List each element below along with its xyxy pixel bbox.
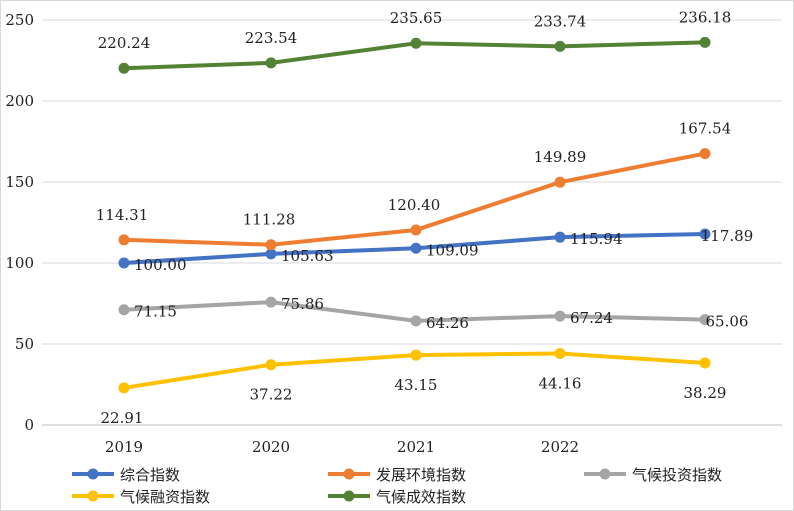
legend-item: 气候成效指数 xyxy=(328,488,466,506)
legend-swatch-marker xyxy=(343,468,355,480)
data-point xyxy=(118,304,130,316)
series-group xyxy=(118,36,711,394)
data-label: 109.09 xyxy=(426,241,479,259)
data-label: 100.00 xyxy=(134,256,187,274)
y-tick-label: 0 xyxy=(24,416,34,434)
data-point xyxy=(699,357,711,369)
data-point xyxy=(265,239,277,251)
data-point xyxy=(554,231,566,243)
legend-label: 气候融资指数 xyxy=(120,488,210,506)
legend-item: 综合指数 xyxy=(72,466,180,484)
data-point xyxy=(118,382,130,394)
legend-swatch-marker xyxy=(599,468,611,480)
y-tick-label: 200 xyxy=(5,92,34,110)
data-point xyxy=(699,148,711,160)
y-tick-label: 150 xyxy=(5,173,34,191)
data-labels: 100.00 105.63 109.09 115.94 117.89 114.31 111.… xyxy=(96,8,754,426)
data-label: 220.24 xyxy=(98,34,151,52)
legend-label: 综合指数 xyxy=(120,466,180,484)
data-point xyxy=(118,62,130,74)
data-point xyxy=(699,228,711,240)
data-label: 67.24 xyxy=(570,309,613,327)
data-point xyxy=(410,349,422,361)
legend-item: 气候融资指数 xyxy=(72,488,210,506)
x-tick-label: 2020 xyxy=(252,438,290,456)
legend-label: 发展环境指数 xyxy=(376,466,466,484)
data-label: 149.89 xyxy=(534,148,587,166)
data-label: 65.06 xyxy=(706,313,749,331)
data-point xyxy=(699,36,711,48)
data-label: 105.63 xyxy=(281,247,334,265)
gridlines xyxy=(42,19,782,426)
y-tick-label: 50 xyxy=(15,335,34,353)
data-point xyxy=(554,347,566,359)
legend-label: 气候成效指数 xyxy=(376,488,466,506)
data-label: 117.89 xyxy=(701,227,754,245)
y-tick-label: 100 xyxy=(5,254,34,272)
data-point xyxy=(265,248,277,260)
y-tick-label: 250 xyxy=(5,11,34,29)
data-label: 114.31 xyxy=(96,206,149,224)
data-point xyxy=(265,296,277,308)
data-label: 223.54 xyxy=(245,29,298,47)
x-tick-label: 2019 xyxy=(105,438,143,456)
data-point xyxy=(410,242,422,254)
legend-swatch-marker xyxy=(343,490,355,502)
data-label: 235.65 xyxy=(390,9,443,27)
data-label: 44.16 xyxy=(539,374,582,392)
data-label: 22.91 xyxy=(101,409,144,427)
data-label: 167.54 xyxy=(679,120,732,138)
data-label: 115.94 xyxy=(570,230,623,248)
data-point xyxy=(265,57,277,69)
data-label: 64.26 xyxy=(426,314,469,332)
data-label: 233.74 xyxy=(534,12,587,30)
data-point xyxy=(118,234,130,246)
data-label: 43.15 xyxy=(395,376,438,394)
legend-item: 气候投资指数 xyxy=(584,466,722,484)
data-point xyxy=(118,257,130,269)
data-point xyxy=(410,37,422,49)
x-tick-label: 2022 xyxy=(541,438,579,456)
data-label: 120.40 xyxy=(388,196,441,214)
data-point xyxy=(699,314,711,326)
y-axis: 0 50 100 150 200 250 xyxy=(5,11,34,434)
data-label: 111.28 xyxy=(243,211,296,229)
data-label: 71.15 xyxy=(134,303,177,321)
data-point xyxy=(554,310,566,322)
data-label: 75.86 xyxy=(281,295,324,313)
legend-item: 发展环境指数 xyxy=(328,466,466,484)
legend-swatch-marker xyxy=(87,490,99,502)
data-point xyxy=(265,359,277,371)
data-point xyxy=(554,176,566,188)
data-point xyxy=(410,224,422,236)
data-point xyxy=(554,40,566,52)
legend-swatch-marker xyxy=(87,468,99,480)
data-label: 38.29 xyxy=(684,384,727,402)
data-point xyxy=(410,315,422,327)
legend-label: 气候投资指数 xyxy=(632,466,722,484)
x-tick-label: 2021 xyxy=(397,438,435,456)
data-label: 236.18 xyxy=(679,8,732,26)
data-label: 37.22 xyxy=(250,386,293,404)
x-axis: 2019 2020 2021 2022 xyxy=(105,438,579,456)
